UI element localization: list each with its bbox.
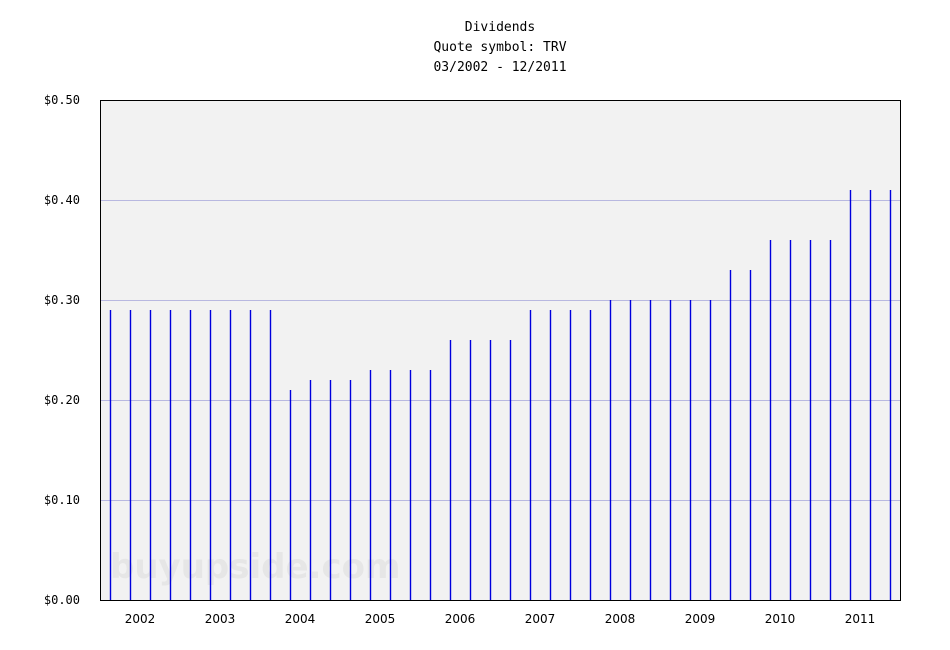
watermark: buyupside.com	[110, 547, 400, 587]
y-tick-label: $0.40	[44, 193, 80, 207]
x-tick-label: 2011	[845, 612, 876, 626]
x-tick-label: 2002	[125, 612, 156, 626]
x-tick-label: 2009	[685, 612, 716, 626]
y-tick-label: $0.50	[44, 93, 80, 107]
x-axis-labels: 2002 2003 2004 2005 2006 2007 2008 2009 2010 2011	[125, 612, 876, 626]
y-tick-label: $0.20	[44, 393, 80, 407]
bars	[109, 190, 892, 600]
x-tick-label: 2010	[765, 612, 796, 626]
y-tick-label: $0.00	[44, 593, 80, 607]
plot-area	[100, 100, 900, 600]
chart-date-range: 03/2002 - 12/2011	[433, 60, 567, 75]
x-tick-label: 2003	[205, 612, 236, 626]
y-axis-labels: $0.00 $0.10 $0.20 $0.30 $0.40 $0.50	[44, 93, 80, 607]
chart-subtitle: Quote symbol: TRV	[433, 40, 567, 55]
grid-lines	[100, 200, 900, 501]
x-tick-label: 2008	[605, 612, 636, 626]
y-tick-label: $0.10	[44, 493, 80, 507]
x-tick-label: 2005	[365, 612, 396, 626]
x-tick-label: 2006	[445, 612, 476, 626]
y-tick-label: $0.30	[44, 293, 80, 307]
chart-title: Dividends	[464, 20, 536, 35]
x-tick-label: 2004	[285, 612, 316, 626]
x-tick-label: 2007	[525, 612, 556, 626]
plot-border	[100, 100, 901, 601]
